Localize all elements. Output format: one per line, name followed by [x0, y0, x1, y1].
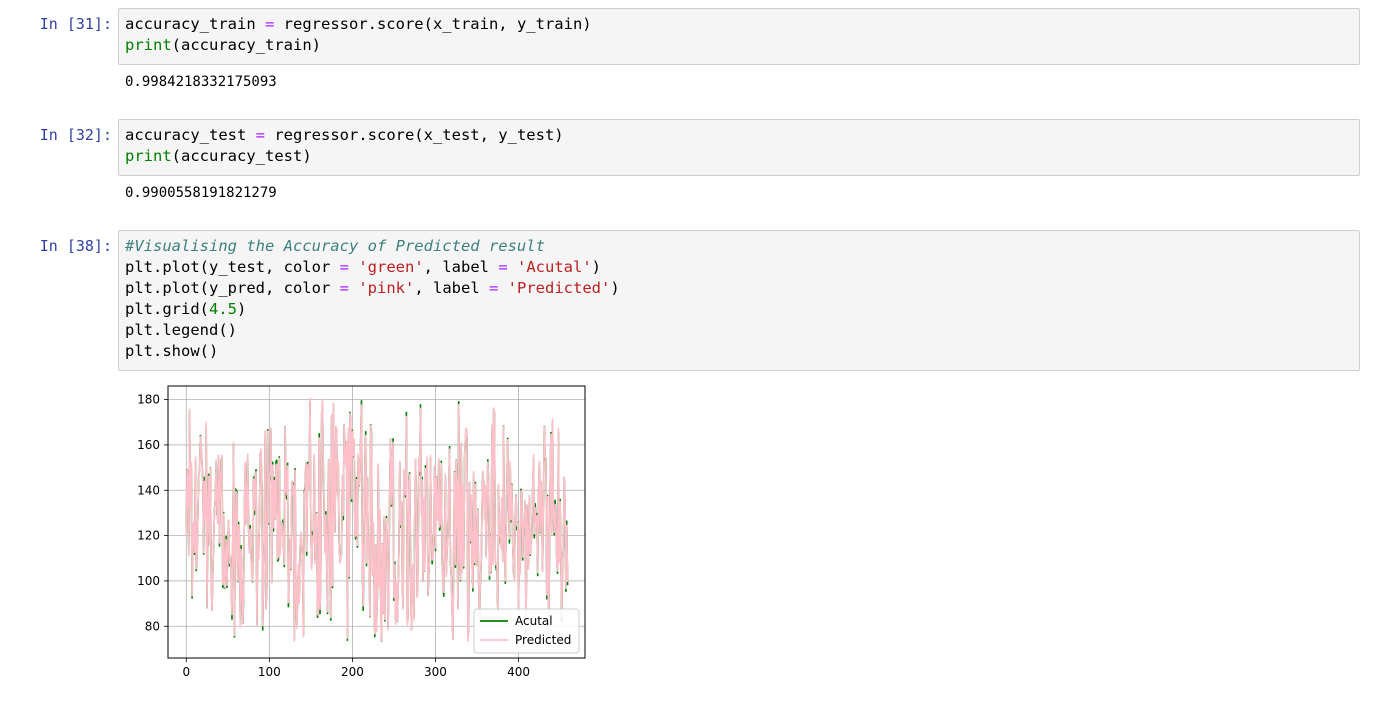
code-token: = [339, 279, 349, 297]
y-tick-label: 140 [137, 483, 160, 497]
x-tick-label: 200 [341, 665, 364, 679]
y-tick-label: 180 [137, 393, 160, 407]
chart-series [185, 397, 569, 648]
code-line: #Visualising the Accuracy of Predicted r… [125, 236, 1353, 257]
code-line: print(accuracy_train) [125, 35, 1353, 56]
code-line: accuracy_train = regressor.score(x_train… [125, 14, 1353, 35]
code-token: print [125, 147, 172, 165]
code-token: ) [591, 258, 601, 276]
code-line: plt.grid(4.5) [125, 299, 1353, 320]
legend-label-actual: Acutal [515, 614, 553, 628]
cell-prompt: In [32]: [39, 126, 112, 144]
x-tick-label: 300 [424, 665, 447, 679]
code-token: plt.grid( [125, 300, 209, 318]
cell-output: 0.9900558191821279 [125, 185, 277, 201]
y-tick-label: 160 [137, 438, 160, 452]
line-chart: 0 100 200 300 400 80 100 120 140 160 180 Acutal Pr… [137, 385, 586, 679]
x-tick-label: 0 [182, 665, 190, 679]
code-token: regressor.score(x_train, y_train) [274, 15, 592, 33]
code-token: = [498, 258, 508, 276]
y-tick-label: 80 [145, 619, 160, 633]
code-token: plt.show() [125, 342, 219, 360]
code-token: = [264, 15, 275, 33]
code-token [349, 279, 358, 297]
code-token: , label [423, 258, 499, 276]
code-token: , label [414, 279, 489, 297]
code-cell-input[interactable]: accuracy_test = regressor.score(x_test, … [118, 119, 1360, 176]
chart-ticks: 0 100 200 300 400 80 100 120 140 160 180 [137, 393, 530, 679]
x-tick-label: 100 [258, 665, 281, 679]
code-token: 'Predicted' [507, 279, 611, 297]
code-line: plt.show() [125, 341, 1353, 362]
code-token: ) [237, 300, 247, 318]
code-token: 'pink' [358, 279, 415, 297]
cell-output: 0.9984218332175093 [125, 74, 277, 90]
code-token: accuracy_test [125, 126, 256, 144]
code-line: plt.plot(y_pred, color = 'pink', label =… [125, 278, 1353, 299]
code-line: accuracy_test = regressor.score(x_test, … [125, 125, 1353, 146]
y-tick-label: 120 [137, 529, 160, 543]
code-token: #Visualising the Accuracy of Predicted r… [125, 237, 545, 255]
code-token: regressor.score(x_test, y_test) [265, 126, 564, 144]
y-tick-label: 100 [137, 574, 160, 588]
code-token: = [339, 258, 349, 276]
code-token: accuracy_train [125, 15, 265, 33]
predicted-series-line [185, 397, 569, 648]
code-token [508, 258, 517, 276]
code-line: print(accuracy_test) [125, 146, 1353, 167]
code-token: 4.5 [209, 300, 237, 318]
legend-box [473, 608, 580, 654]
code-token: plt.plot(y_pred, color [125, 279, 340, 297]
x-tick-label: 400 [507, 665, 530, 679]
cell-prompt: In [31]: [39, 15, 112, 33]
code-token [349, 258, 358, 276]
code-token: print [125, 36, 172, 54]
code-token: ) [610, 279, 620, 297]
code-line: plt.legend() [125, 320, 1353, 341]
plot-frame [167, 385, 586, 659]
code-token: plt.plot(y_test, color [125, 258, 340, 276]
code-token: = [488, 279, 499, 297]
code-token: = [255, 126, 265, 144]
code-token: (accuracy_test) [171, 147, 312, 165]
code-cell-input[interactable]: accuracy_train = regressor.score(x_train… [118, 8, 1360, 65]
code-token: 'green' [358, 258, 424, 276]
code-token [498, 279, 507, 297]
code-token: plt.legend() [125, 321, 237, 339]
legend-label-predicted: Predicted [515, 633, 571, 647]
code-token: (accuracy_train) [171, 36, 321, 54]
code-token: 'Acutal' [517, 258, 592, 276]
chart-legend: Acutal Predicted [473, 608, 580, 654]
code-cell-input[interactable]: #Visualising the Accuracy of Predicted r… [118, 230, 1360, 371]
cell-prompt: In [38]: [39, 237, 112, 255]
code-line: plt.plot(y_test, color = 'green', label … [125, 257, 1353, 278]
